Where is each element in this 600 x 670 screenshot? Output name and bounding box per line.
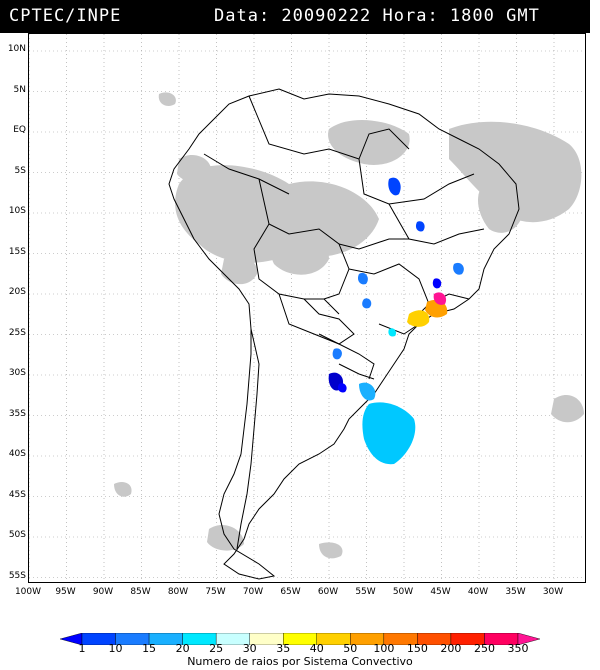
cloud-north <box>328 119 410 165</box>
agency-title: CPTEC/INPE <box>9 6 122 26</box>
cloud-west-central <box>221 254 258 285</box>
lat-label: 15S <box>8 246 26 257</box>
storm-sc-cyan <box>388 328 397 337</box>
border-andes-north <box>203 153 290 195</box>
legend-colorbar <box>59 632 541 646</box>
border-brazil-states-1 <box>358 158 475 205</box>
lon-label: 60W <box>317 587 339 597</box>
border-argentina-north <box>278 293 375 380</box>
lon-label: 85W <box>130 587 151 597</box>
storm-buenos-aires <box>359 382 376 401</box>
lon-label: 80W <box>167 587 189 597</box>
lat-label: 10N <box>7 44 26 54</box>
storm-sp-orange <box>407 310 430 327</box>
border-brazil-states-3 <box>348 263 430 325</box>
graticule <box>29 34 585 582</box>
legend-tick-label: 1 <box>78 642 86 655</box>
border-brazil-states-5 <box>378 323 420 335</box>
lat-label: 50S <box>8 530 26 540</box>
lon-label: 95W <box>55 587 76 597</box>
legend-tick-label: 20 <box>175 642 190 655</box>
legend-tick-label: 40 <box>309 642 324 655</box>
cloud-south-atlantic <box>551 394 584 423</box>
lon-label: 30W <box>542 587 564 597</box>
lat-label: 5S <box>14 165 26 176</box>
legend-tick-label: 30 <box>242 642 257 655</box>
datetime-title: Data: 20090222 Hora: 1800 GMT <box>214 6 540 26</box>
storm-south-brazil <box>332 348 342 360</box>
lon-label: 90W <box>92 587 114 597</box>
lat-label: 35S <box>8 408 26 419</box>
lat-label: 30S <box>8 368 26 378</box>
lon-label: 50W <box>392 587 414 597</box>
legend-tick-label: 150 <box>406 642 428 655</box>
storm-central-brazil-1 <box>388 177 401 196</box>
cloud-northeast-ocean <box>449 121 582 223</box>
border-argentina-chile <box>236 328 260 550</box>
storm-rs-blue <box>337 383 347 393</box>
convective-systems <box>328 177 464 465</box>
lat-label: EQ <box>13 125 26 135</box>
cloud-peru <box>177 154 212 183</box>
lon-label: 75W <box>205 587 226 597</box>
legend-tick-label: 10 <box>108 642 123 655</box>
lat-label: 20S <box>8 287 26 297</box>
legend-tick-label: 50 <box>343 642 358 655</box>
color-legend <box>59 630 541 646</box>
legend-tick-label: 250 <box>473 642 495 655</box>
south-america-outline <box>168 88 520 580</box>
map-canvas <box>29 34 585 582</box>
cloud-atlantic-patch <box>319 542 343 559</box>
lon-label: 65W <box>280 587 301 597</box>
border-north <box>248 95 410 160</box>
storm-mg-blue <box>415 221 425 232</box>
storm-south-brazil-2 <box>453 262 464 275</box>
border-brazil-states-2 <box>388 203 485 245</box>
legend-swatch <box>517 632 541 646</box>
continent-coastline <box>168 88 520 580</box>
storm-central-brazil-2 <box>357 272 368 285</box>
legend-tick-label: 15 <box>142 642 157 655</box>
map-frame <box>28 33 586 583</box>
lon-label: 70W <box>242 587 264 597</box>
cloud-central <box>269 230 329 275</box>
lon-label: 100W <box>14 587 42 597</box>
lat-label: 10S <box>8 206 26 216</box>
legend-tick-label: 35 <box>276 642 291 655</box>
cloud-pacific <box>114 482 132 497</box>
cloud-northeast-brazil <box>477 180 524 233</box>
cloud-amazon <box>175 165 379 263</box>
lat-label: 5N <box>13 84 26 95</box>
border-brazil-west <box>258 178 350 300</box>
lat-label: 55S <box>8 570 26 581</box>
legend-tick-label: 25 <box>209 642 224 655</box>
cloud-patagonia <box>207 524 244 551</box>
border-paraguay <box>303 298 355 345</box>
lon-label: 40W <box>467 587 489 597</box>
border-brazil-states-6 <box>338 238 409 250</box>
storm-sp-blue <box>432 278 442 289</box>
lat-label: 45S <box>8 489 26 500</box>
lon-label: 55W <box>355 587 376 597</box>
storm-argentina-large <box>362 402 416 465</box>
lat-label: 25S <box>8 327 26 338</box>
cloud-cover <box>114 92 584 559</box>
map-header: CPTEC/INPE Data: 20090222 Hora: 1800 GMT <box>0 0 590 33</box>
cloud-north-patch <box>158 92 176 106</box>
lon-label: 45W <box>430 587 451 597</box>
lat-label: 40S <box>8 449 26 459</box>
legend-title: Numero de raios por Sistema Convectivo <box>187 655 413 668</box>
border-uruguay <box>338 363 375 380</box>
storm-rj-magenta <box>433 292 447 305</box>
legend-tick-label: 100 <box>373 642 395 655</box>
lon-label: 35W <box>505 587 526 597</box>
legend-tick-label: 200 <box>440 642 462 655</box>
legend-tick-label: 350 <box>507 642 529 655</box>
storm-parana <box>362 298 372 309</box>
